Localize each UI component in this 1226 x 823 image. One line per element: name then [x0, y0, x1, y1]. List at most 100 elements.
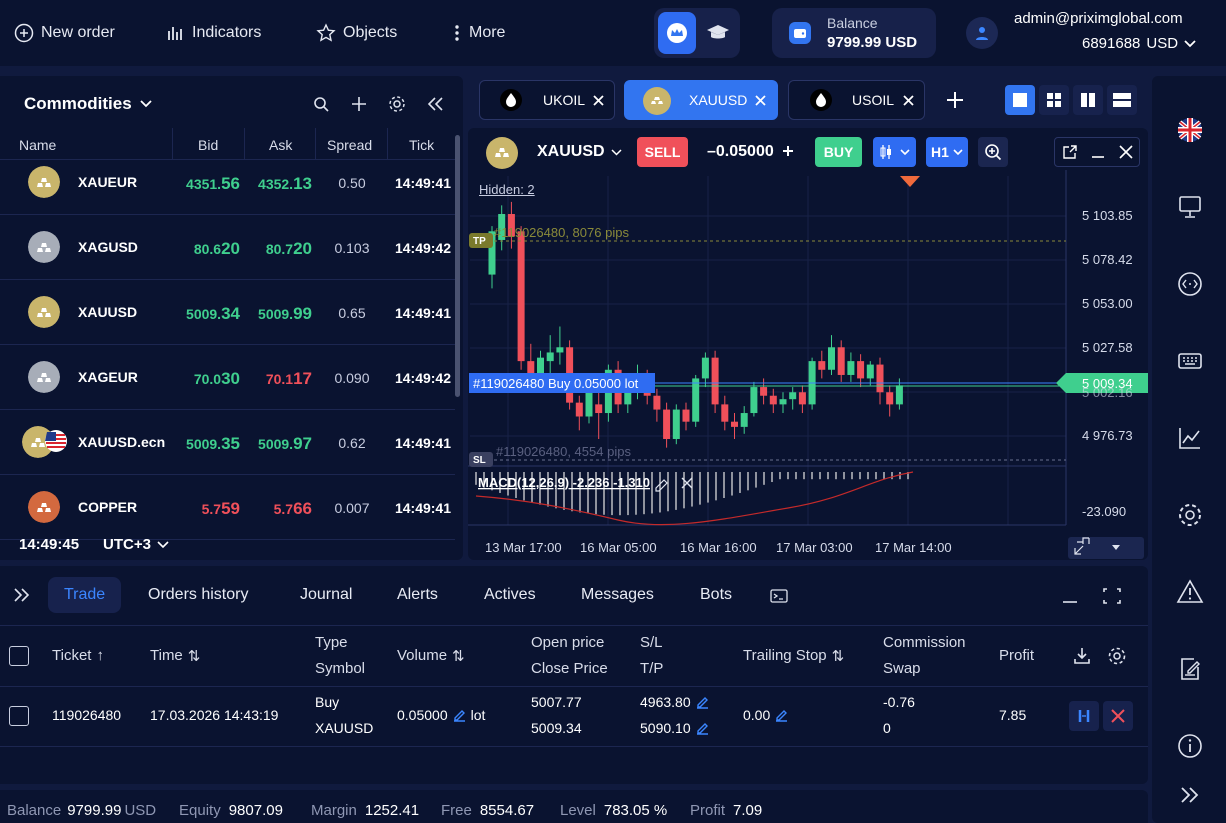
timeframe-selector[interactable]: H1 — [926, 137, 968, 167]
partial-close-button[interactable] — [1069, 701, 1099, 731]
connection-icon[interactable] — [1176, 270, 1204, 298]
chart-scale-controls — [1068, 537, 1144, 559]
indicators-button[interactable]: Indicators — [167, 20, 261, 46]
gear-icon[interactable] — [388, 95, 406, 113]
watchlist-row[interactable]: XAGEUR 70.030 70.117 0.090 14:49:42 — [0, 345, 455, 410]
cell-trailing-stop[interactable]: 0.00 — [743, 707, 789, 723]
watchlist-row[interactable]: XAGUSD 80.620 80.720 0.103 14:49:42 — [0, 215, 455, 280]
edit-icon[interactable] — [774, 708, 789, 723]
price-chart[interactable]: TP #119026480, 8076 pips SL #119026480, 455… — [468, 170, 1148, 560]
tab-messages[interactable]: Messages — [581, 586, 654, 603]
edit-icon[interactable] — [452, 708, 467, 723]
ask-price[interactable]: 5009.99 — [258, 304, 312, 323]
plus-icon[interactable] — [782, 145, 794, 157]
hidden-objects-label[interactable]: Hidden: 2 — [479, 182, 535, 197]
uk-flag-icon[interactable] — [1176, 116, 1204, 144]
ask-price[interactable]: 5.766 — [273, 499, 312, 518]
tab-journal[interactable]: Journal — [300, 586, 353, 603]
col-close-price: Close Price — [531, 660, 608, 677]
account-selector[interactable]: 6891688 USD — [1082, 35, 1196, 52]
watchlist-group-selector[interactable]: Commodities — [24, 94, 152, 114]
minimize-icon[interactable] — [1090, 144, 1106, 160]
tab-alerts[interactable]: Alerts — [397, 586, 438, 603]
watchlist-row[interactable]: XAUEUR 4351.56 4352.13 0.50 14:49:41 — [0, 150, 455, 215]
maximize-icon[interactable] — [1102, 586, 1122, 606]
objects-button[interactable]: Objects — [316, 20, 397, 46]
watchlist-scrollbar[interactable] — [455, 135, 460, 397]
warning-icon[interactable] — [1176, 578, 1204, 606]
edit-icon[interactable] — [695, 721, 710, 736]
cell-tp[interactable]: 5090.10 — [640, 720, 710, 736]
tab-usoil[interactable]: USOIL — [788, 80, 925, 120]
watchlist-row[interactable]: XAUUSD 5009.34 5009.99 0.65 14:49:41 — [0, 280, 455, 345]
expand-icon[interactable] — [1062, 144, 1078, 160]
search-icon[interactable] — [313, 96, 329, 112]
layout-single-button[interactable] — [1005, 85, 1035, 115]
select-all-checkbox[interactable] — [9, 646, 29, 666]
education-mode-button[interactable] — [700, 12, 736, 54]
bid-price[interactable]: 5009.35 — [186, 434, 240, 453]
layout-columns-button[interactable] — [1073, 85, 1103, 115]
expand-right-icon[interactable] — [12, 587, 32, 603]
new-order-button[interactable]: New order — [14, 20, 115, 46]
current-price-value: 5 009.34 — [1082, 376, 1133, 391]
bid-price[interactable]: 4351.56 — [186, 174, 240, 193]
indicators-icon — [168, 27, 182, 40]
col-trailing-stop[interactable]: Trailing Stop ⇅ — [743, 647, 845, 665]
oil-drop-icon — [810, 89, 832, 111]
buy-button[interactable]: BUY — [815, 137, 862, 167]
download-icon[interactable] — [1072, 646, 1092, 666]
tab-bots[interactable]: Bots — [700, 586, 733, 603]
bid-price[interactable]: 80.620 — [193, 239, 240, 258]
notes-edit-icon[interactable] — [1176, 655, 1204, 683]
col-ticket[interactable]: Ticket ↑ — [52, 647, 104, 664]
monitor-icon[interactable] — [1176, 193, 1204, 221]
close-icon[interactable] — [1118, 144, 1134, 160]
expand-right-icon[interactable] — [1176, 781, 1204, 809]
zoom-button[interactable] — [978, 137, 1008, 167]
more-button[interactable]: More — [452, 20, 505, 46]
watchlist-row[interactable]: COPPER 5.759 5.766 0.007 14:49:41 — [0, 475, 455, 540]
tab-actives[interactable]: Actives — [484, 586, 536, 603]
sell-button[interactable]: SELL — [637, 137, 688, 167]
layout-rows-button[interactable] — [1107, 85, 1137, 115]
collapse-left-icon[interactable] — [426, 96, 444, 112]
bid-price[interactable]: 5009.34 — [186, 304, 240, 323]
avatar[interactable] — [966, 17, 998, 49]
edit-icon[interactable] — [695, 695, 710, 710]
ask-price[interactable]: 4352.13 — [258, 174, 312, 193]
gear-icon[interactable] — [1107, 646, 1127, 666]
keyboard-icon[interactable] — [1176, 347, 1204, 375]
ask-price[interactable]: 80.720 — [265, 239, 312, 258]
tab-orders-history[interactable]: Orders history — [148, 586, 249, 603]
row-checkbox[interactable] — [9, 706, 29, 726]
bid-price[interactable]: 70.030 — [193, 369, 240, 388]
tab-trade[interactable]: Trade — [48, 577, 122, 613]
ask-price[interactable]: 70.117 — [265, 369, 312, 388]
close-icon[interactable] — [754, 94, 767, 107]
chart-type-selector[interactable] — [873, 137, 916, 167]
cell-sl[interactable]: 4963.80 — [640, 694, 710, 710]
crown-mode-button[interactable] — [658, 12, 696, 54]
layout-grid-button[interactable] — [1039, 85, 1069, 115]
close-position-button[interactable] — [1103, 701, 1133, 731]
tab-xauusd[interactable]: XAUUSD — [624, 80, 778, 120]
chart-symbol-selector[interactable]: XAUUSD — [537, 143, 622, 161]
close-icon[interactable] — [902, 94, 915, 107]
tab-ukoil[interactable]: UKOIL — [479, 80, 615, 120]
chart-line-icon[interactable] — [1176, 424, 1204, 452]
info-icon[interactable] — [1176, 732, 1204, 760]
cell-volume[interactable]: 0.05000 lot — [397, 707, 486, 723]
add-tab-icon[interactable] — [944, 89, 966, 111]
add-icon[interactable] — [350, 95, 368, 113]
terminal-icon[interactable] — [770, 588, 788, 604]
close-icon[interactable] — [592, 94, 605, 107]
watchlist-row[interactable]: XAUUSD.ecn 5009.35 5009.97 0.62 14:49:41 — [0, 410, 455, 475]
bid-price[interactable]: 5.759 — [201, 499, 240, 518]
ask-price[interactable]: 5009.97 — [258, 434, 312, 453]
timezone-selector[interactable]: UTC+3 — [103, 536, 169, 553]
settings-icon[interactable] — [1176, 501, 1204, 529]
minimize-icon[interactable] — [1062, 598, 1078, 604]
col-volume[interactable]: Volume ⇅ — [397, 647, 465, 665]
col-time[interactable]: Time ⇅ — [150, 647, 201, 665]
